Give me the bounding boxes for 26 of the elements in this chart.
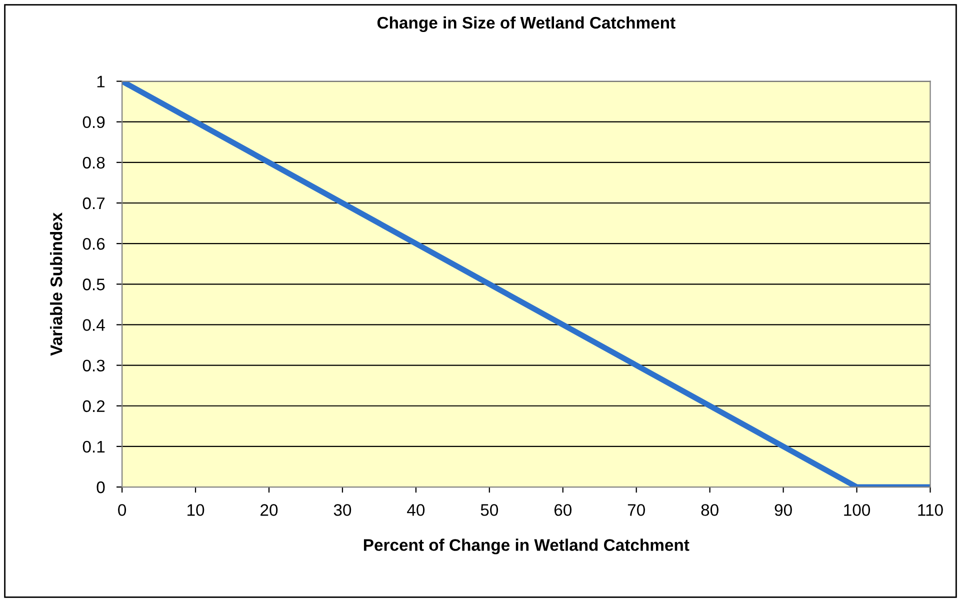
- x-tick-label: 30: [334, 504, 352, 516]
- y-tick-label: 0.1: [82, 440, 105, 453]
- y-tick-label: 0.2: [82, 400, 105, 412]
- x-tick-label: 90: [774, 504, 792, 516]
- y-tick-label: 0: [96, 481, 105, 494]
- chart-title: Change in Size of Wetland Catchment: [377, 16, 676, 32]
- y-tick-label: 0.8: [82, 156, 105, 169]
- x-axis-title: Percent of Change in Wetland Catchment: [364, 538, 690, 554]
- x-tick-label: 60: [554, 504, 572, 516]
- y-tick-label: 1: [97, 76, 105, 88]
- x-tick-label: 20: [260, 504, 278, 516]
- x-tick-label: 10: [188, 504, 204, 516]
- y-tick-label: 0.4: [82, 319, 105, 331]
- x-tick-label: 40: [407, 504, 425, 516]
- y-tick-label: 0.7: [82, 197, 105, 210]
- y-tick-label: 0.9: [82, 116, 105, 128]
- y-tick-label: 0.3: [82, 360, 105, 372]
- y-tick-label: 0.6: [82, 238, 105, 250]
- x-tick-label: 0: [118, 504, 126, 516]
- x-tick-label: 50: [480, 504, 498, 516]
- y-tick-label: 0.5: [82, 278, 105, 290]
- x-tick-label: 70: [628, 504, 645, 516]
- x-tick-label: 110: [918, 504, 943, 516]
- x-tick-label: 80: [701, 504, 718, 516]
- y-axis-title: Variable Subindex: [50, 212, 62, 356]
- x-tick-label: 100: [844, 504, 870, 516]
